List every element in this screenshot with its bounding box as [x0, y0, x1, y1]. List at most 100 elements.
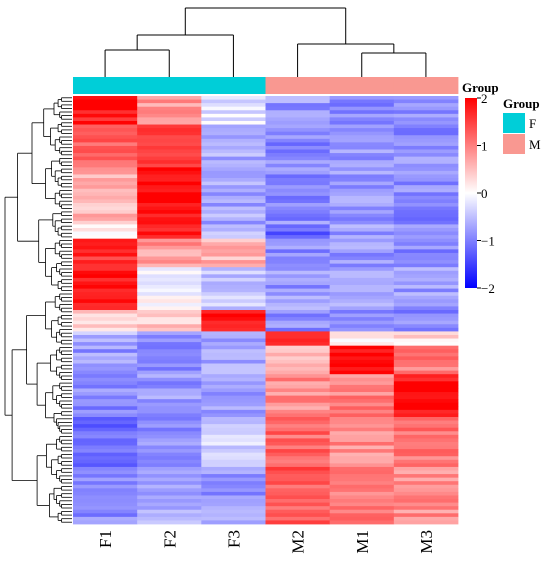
- heatmap-cell: [393, 495, 459, 500]
- colorbar-tick-label: −2: [481, 281, 495, 296]
- heatmap-cell: [265, 220, 331, 225]
- heatmap-cell: [393, 320, 459, 325]
- heatmap-cell: [73, 381, 138, 386]
- heatmap-cell: [265, 370, 331, 375]
- heatmap-cell: [329, 352, 395, 357]
- heatmap-cell: [265, 520, 331, 525]
- heatmap-cell: [137, 406, 202, 411]
- heatmap-cell: [393, 317, 459, 322]
- heatmap-cell: [201, 417, 266, 421]
- heatmap-cell: [137, 431, 202, 436]
- heatmap-cell: [137, 285, 202, 289]
- heatmap-cell: [137, 117, 202, 122]
- heatmap-cell: [201, 174, 266, 179]
- heatmap-cell: [329, 345, 395, 350]
- heatmap-cell: [393, 313, 459, 318]
- heatmap-cell: [329, 170, 395, 175]
- heatmap-cell: [393, 292, 459, 297]
- heatmap-cell: [393, 338, 459, 343]
- column-label: F1: [96, 530, 115, 548]
- heatmap-cell: [329, 181, 395, 186]
- heatmap-cell: [265, 285, 331, 289]
- heatmap-cell: [73, 499, 138, 503]
- heatmap-cell: [137, 306, 202, 311]
- heatmap-cell: [201, 167, 266, 172]
- heatmap-cell: [393, 117, 459, 122]
- heatmap-cell: [393, 417, 459, 421]
- group-annotation-bar: [73, 77, 459, 94]
- heatmap-cell: [201, 345, 266, 350]
- heatmap-cell: [393, 392, 459, 396]
- heatmap-cell: [265, 178, 331, 182]
- heatmap-cell: [201, 334, 266, 339]
- heatmap-cell: [73, 299, 138, 304]
- heatmap-cell: [329, 338, 395, 343]
- heatmap-cell: [393, 477, 459, 482]
- heatmap-cell: [329, 327, 395, 332]
- heatmap-cell: [137, 388, 202, 393]
- heatmap-cell: [73, 456, 138, 461]
- heatmap-cell: [73, 463, 138, 468]
- heatmap-cell: [73, 402, 138, 407]
- heatmap-cell: [393, 441, 459, 446]
- heatmap-cell: [329, 374, 395, 379]
- heatmap-cell: [137, 495, 202, 500]
- heatmap-cell: [393, 199, 459, 204]
- heatmap-cell: [137, 409, 202, 414]
- heatmap-cell: [393, 331, 459, 336]
- heatmap-cell: [73, 277, 138, 282]
- heatmap-cell: [201, 160, 266, 165]
- heatmap-cell: [329, 142, 395, 147]
- heatmap-cell: [201, 481, 266, 486]
- heatmap-cell: [329, 502, 395, 507]
- heatmap-cell: [329, 210, 395, 215]
- heatmap-cell: [393, 285, 459, 289]
- heatmap-cell: [73, 270, 138, 275]
- heatmap-cell: [201, 370, 266, 375]
- heatmap-cell: [265, 185, 331, 190]
- heatmap-cell: [329, 238, 395, 243]
- heatmap-cell: [201, 516, 266, 521]
- heatmap-cell: [201, 424, 266, 429]
- heatmap-cell: [137, 392, 202, 396]
- heatmap-cell: [201, 210, 266, 215]
- heatmap-cell: [329, 495, 395, 500]
- heatmap-cell: [329, 252, 395, 257]
- heatmap-cell: [265, 417, 331, 421]
- heatmap-cell: [393, 192, 459, 197]
- heatmap-cell: [137, 370, 202, 375]
- heatmap-cell: [201, 145, 266, 150]
- heatmap-cell: [393, 438, 459, 443]
- heatmap-cell: [137, 356, 202, 361]
- heatmap-cell: [329, 235, 395, 240]
- heatmap-cell: [329, 153, 395, 158]
- heatmap-cell: [201, 484, 266, 489]
- heatmap-cell: [329, 217, 395, 222]
- heatmap-cell: [137, 99, 202, 104]
- heatmap-cell: [73, 160, 138, 165]
- heatmap-cell: [137, 135, 202, 140]
- colorbar-tick-label: 0: [481, 186, 488, 201]
- heatmap-cell: [137, 220, 202, 225]
- heatmap-cell: [393, 270, 459, 275]
- heatmap-cell: [73, 103, 138, 108]
- heatmap-cell: [137, 299, 202, 304]
- heatmap-cell: [137, 242, 202, 247]
- colorbar-tick-label: 2: [481, 91, 488, 106]
- heatmap-cell: [73, 185, 138, 190]
- heatmap-cell: [329, 434, 395, 439]
- heatmap-cell: [329, 167, 395, 172]
- heatmap-cell: [329, 245, 395, 250]
- heatmap-cell: [137, 192, 202, 197]
- heatmap-cell: [201, 224, 266, 229]
- heatmap-cell: [73, 224, 138, 229]
- heatmap-cell: [137, 227, 202, 232]
- heatmap-cell: [329, 456, 395, 461]
- heatmap-cell: [329, 163, 395, 168]
- heatmap-cell: [393, 249, 459, 254]
- heatmap-cell: [201, 342, 266, 347]
- heatmap-cell: [73, 213, 138, 218]
- heatmap-cell: [137, 317, 202, 322]
- heatmap-cell: [265, 413, 331, 418]
- heatmap-cell: [201, 367, 266, 372]
